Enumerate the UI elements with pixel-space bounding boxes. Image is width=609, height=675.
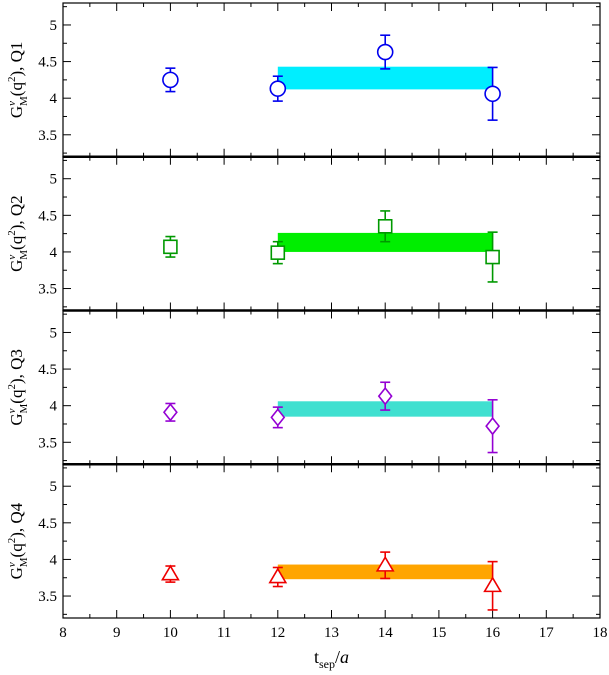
- data-point: [377, 381, 393, 411]
- diamond-marker: [162, 402, 178, 422]
- fit-band: [277, 66, 493, 90]
- y-tick-label: 3.5: [38, 282, 57, 298]
- triangle-marker: [161, 564, 180, 581]
- panel-2: 3.5 4 4.5 5 GvM(q2), Q2: [6, 155, 601, 312]
- y-tick-label: 5: [50, 18, 58, 34]
- x-tick-label: 16: [485, 625, 501, 641]
- data-point: [377, 210, 393, 243]
- panel-1: 3.5 4 4.5 5 GvM(q2), Q1: [6, 2, 601, 158]
- data-point: [162, 67, 179, 93]
- data-point: [485, 231, 500, 283]
- x-tick-label: 18: [593, 625, 608, 641]
- y-tick-label: 4: [50, 399, 58, 415]
- data-point: [270, 240, 286, 265]
- data-point: [161, 564, 180, 583]
- circle-marker: [484, 85, 501, 103]
- y-tick-label: 5: [50, 479, 58, 495]
- panel-4: 3.5 4 4.5 5 GvM(q2), Q4: [6, 463, 601, 619]
- x-tick-label: 14: [378, 625, 394, 641]
- square-marker: [377, 219, 393, 234]
- data-point: [483, 560, 502, 611]
- panel-3: 3.5 4 4.5 5 GvM(q2), Q3: [6, 309, 601, 465]
- data-point: [375, 551, 395, 580]
- x-axis-label: tsep/a: [314, 647, 349, 671]
- y-tick-label: 4.5: [38, 516, 57, 532]
- square-marker: [163, 239, 178, 255]
- x-tick-label: 9: [113, 625, 121, 641]
- x-tick-label: 10: [163, 625, 178, 641]
- data-point: [163, 235, 178, 258]
- circle-marker: [376, 43, 394, 61]
- square-marker: [270, 245, 286, 260]
- data-point: [270, 406, 286, 429]
- y-tick-label: 4: [50, 91, 58, 107]
- y-tick-label: 4.5: [38, 362, 57, 378]
- data-point: [268, 566, 288, 588]
- x-tick-label: 8: [59, 625, 67, 641]
- x-tick-label: 12: [270, 625, 285, 641]
- diamond-marker: [485, 416, 501, 436]
- y-tick-label: 5: [50, 325, 58, 341]
- x-tick-label: 11: [217, 625, 231, 641]
- y-tick-label: 4.5: [38, 208, 57, 224]
- y-tick-label: 4: [50, 245, 58, 261]
- diamond-marker: [270, 408, 286, 427]
- data-point: [484, 66, 501, 121]
- triangle-marker: [268, 567, 288, 584]
- square-marker: [485, 249, 500, 265]
- y-axis-label: GvM(q2), Q3: [6, 349, 30, 426]
- triangle-marker: [483, 576, 502, 593]
- y-tick-label: 4.5: [38, 55, 57, 71]
- triangle-marker: [375, 555, 395, 572]
- y-axis-label: GvM(q2), Q1: [6, 42, 30, 119]
- x-tick-label: 15: [431, 625, 446, 641]
- circle-marker: [162, 71, 179, 89]
- panel-frame: [62, 463, 601, 619]
- y-axis-label: GvM(q2), Q2: [6, 195, 30, 272]
- x-tick-label: 17: [539, 625, 555, 641]
- y-axis-label: GvM(q2), Q4: [6, 502, 30, 579]
- y-tick-label: 3.5: [38, 435, 57, 451]
- diamond-marker: [377, 386, 393, 406]
- y-tick-label: 3.5: [38, 589, 57, 605]
- y-tick-label: 3.5: [38, 128, 57, 144]
- panel-frame: [62, 309, 601, 465]
- data-point: [162, 402, 178, 422]
- circle-marker: [269, 80, 287, 97]
- y-tick-label: 5: [50, 172, 58, 188]
- y-tick-label: 4: [50, 552, 58, 568]
- data-point: [376, 34, 394, 70]
- x-tick-label: 13: [324, 625, 339, 641]
- data-point: [269, 75, 287, 102]
- data-point: [485, 399, 501, 454]
